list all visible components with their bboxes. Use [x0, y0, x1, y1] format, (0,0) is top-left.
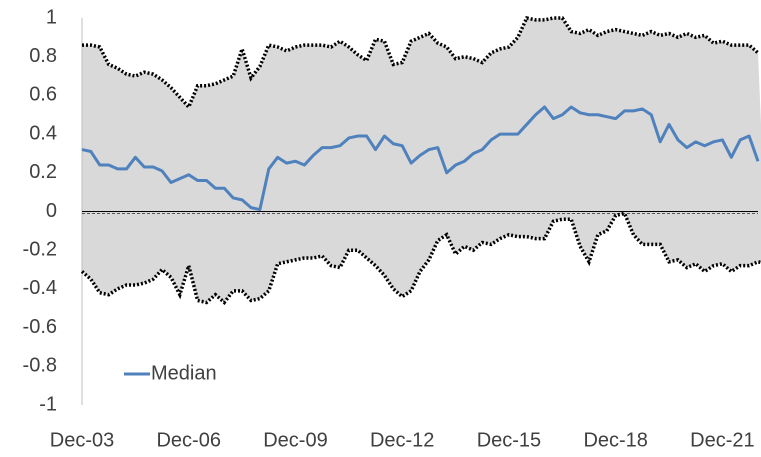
y-tick-label: 0.4: [29, 122, 57, 144]
y-tick-label: 0.6: [29, 84, 57, 106]
x-tick-label: Dec-15: [477, 429, 541, 451]
x-tick-label: Dec-09: [263, 429, 327, 451]
x-tick-label: Dec-12: [370, 429, 434, 451]
y-tick-label: -0.6: [23, 316, 57, 338]
lower-bound: [80, 211, 761, 305]
y-tick-label: -0.8: [23, 355, 57, 377]
median-line: [81, 105, 760, 212]
y-tick-label: -1: [39, 393, 57, 415]
y-tick-label: 1: [46, 6, 57, 28]
upper-bound: [82, 15, 760, 111]
x-tick-label: Dec-03: [50, 429, 114, 451]
x-tick-label: Dec-06: [156, 429, 220, 451]
x-tick-label: Dec-21: [690, 429, 754, 451]
y-tick-label: 0: [46, 200, 57, 222]
legend-label: Median: [151, 362, 217, 384]
y-tick-label: 0.8: [29, 45, 57, 67]
y-tick-label: 0.2: [29, 161, 57, 183]
y-tick-label: -0.2: [23, 238, 57, 260]
x-tick-label: Dec-18: [583, 429, 647, 451]
band-area: [82, 18, 761, 303]
y-tick-label: -0.4: [23, 277, 57, 299]
